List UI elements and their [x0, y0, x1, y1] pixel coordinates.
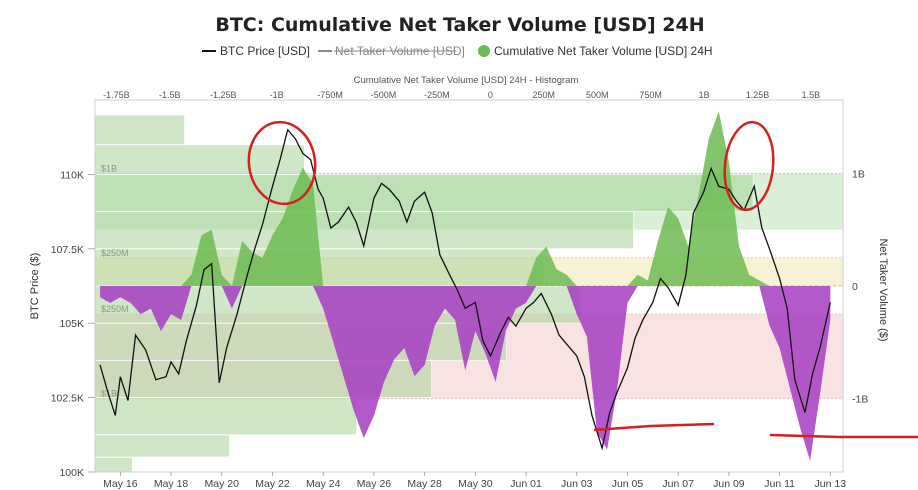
top-tick-12: 1.25B: [746, 90, 770, 100]
y-axis-left: 110K 107.5K 105K 102.5K 100K: [51, 169, 95, 479]
legend-swatch-cumulative: [478, 45, 490, 57]
x-tick-11: Jun 07: [662, 478, 694, 490]
y-right-tick-0: 1B: [852, 168, 865, 180]
y-axis-right-label: Net Taker Volume ($): [877, 238, 889, 341]
top-tick-7: 0: [488, 90, 493, 100]
x-axis-ticks: May 16 May 18 May 20 May 22 May 24 May 26 May …: [103, 472, 846, 490]
y-left-tick-4: 100K: [59, 467, 84, 479]
x-tick-14: Jun 13: [815, 478, 847, 490]
x-tick-12: Jun 09: [713, 478, 745, 490]
btc-price-line: [99, 128, 831, 451]
x-tick-10: Jun 05: [612, 478, 644, 490]
legend-label-price[interactable]: BTC Price [USD]: [220, 44, 310, 58]
cumulative-area-positive: [100, 111, 831, 286]
y-left-tick-0: 110K: [60, 169, 84, 181]
top-tick-11: 1B: [699, 90, 710, 100]
y-axis-right: 1B 0 -1B: [852, 168, 868, 405]
y-right-tick-1: 0: [852, 281, 858, 293]
top-axis-ticks: -1.75B -1.5B -1.25B -1B -750M -500M -250M 0 250M…: [103, 90, 820, 100]
annotation-line-jun13: [769, 433, 918, 439]
histogram-bar-4: [94, 322, 507, 361]
top-tick-6: -250M: [424, 90, 450, 100]
legend-label-cumulative[interactable]: Cumulative Net Taker Volume [USD] 24H: [494, 44, 713, 58]
top-tick-2: -1.25B: [210, 90, 237, 100]
top-tick-4: -750M: [317, 90, 343, 100]
histogram-bar-1: [94, 434, 231, 458]
chart-title: BTC: Cumulative Net Taker Volume [USD] 2…: [215, 14, 704, 36]
histogram-bar-10: [94, 114, 186, 146]
plot-area: $1B$250M$250M$1B: [94, 111, 843, 473]
x-tick-8: Jun 01: [510, 478, 542, 490]
x-tick-13: Jun 11: [764, 478, 795, 490]
histogram-bar-0: [94, 456, 133, 473]
legend: BTC Price [USD] Net Taker Volume [USD] C…: [202, 44, 713, 58]
top-tick-0: -1.75B: [103, 90, 130, 100]
top-tick-8: 250M: [533, 90, 556, 100]
annotation-ellipse-jun09: [723, 120, 775, 212]
y-left-tick-3: 102.5K: [51, 393, 84, 405]
y-left-tick-2: 105K: [59, 318, 84, 330]
x-tick-2: May 20: [205, 478, 240, 490]
histogram-bar-2: [94, 397, 358, 436]
x-tick-0: May 16: [103, 478, 138, 490]
annotations: [247, 120, 918, 439]
x-tick-5: May 26: [357, 478, 392, 490]
x-tick-7: May 30: [458, 478, 493, 490]
annotation-line-jun05: [593, 422, 715, 432]
top-tick-3: -1B: [270, 90, 284, 100]
plot-frame: [94, 99, 844, 473]
top-tick-5: -500M: [371, 90, 397, 100]
top-tick-10: 750M: [639, 90, 662, 100]
cumulative-area-negative: [100, 286, 831, 461]
top-tick-1: -1.5B: [159, 90, 181, 100]
y-right-tick-2: -1B: [852, 394, 868, 406]
y-axis-left-label: BTC Price ($): [29, 253, 41, 320]
x-tick-4: May 24: [306, 478, 341, 490]
cumulative-area: [100, 111, 831, 461]
annotation-ellipse-may22: [247, 120, 317, 206]
x-tick-9: Jun 03: [561, 478, 593, 490]
y-left-tick-1: 107.5K: [51, 244, 84, 256]
top-tick-13: 1.5B: [802, 90, 821, 100]
x-tick-1: May 18: [154, 478, 189, 490]
top-tick-9: 500M: [586, 90, 609, 100]
x-tick-3: May 22: [255, 478, 290, 490]
x-tick-6: May 28: [407, 478, 442, 490]
top-axis-label: Cumulative Net Taker Volume [USD] 24H - …: [354, 75, 579, 86]
histogram-bar-9: [94, 144, 305, 175]
